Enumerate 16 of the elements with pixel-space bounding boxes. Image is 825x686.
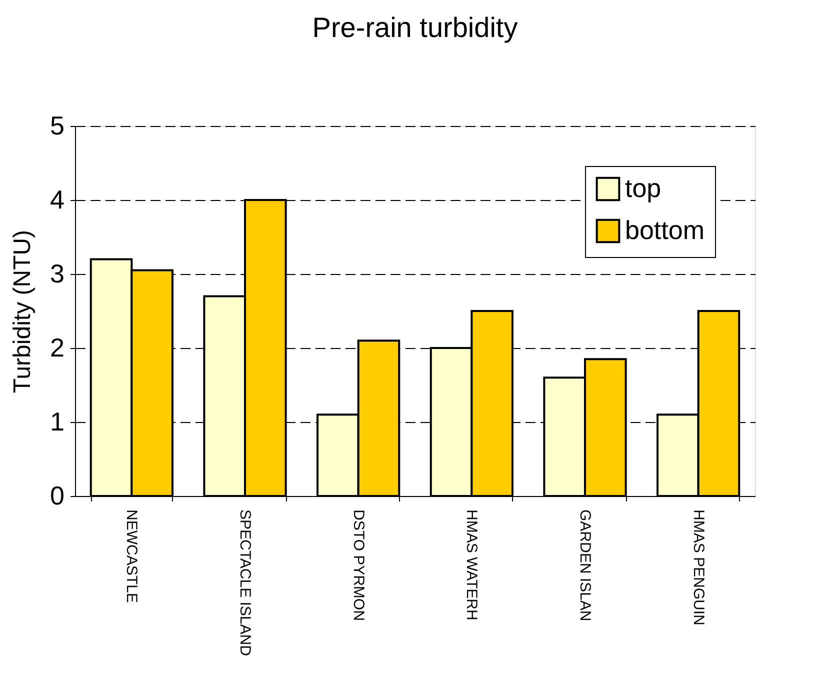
y-tick-label: 2 [50,332,64,362]
y-tick-label: 5 [50,110,64,140]
y-tick-label: 0 [50,480,64,510]
y-tick-label: 1 [50,406,64,436]
chart-title: Pre-rain turbidity [312,12,518,43]
x-tick-label: NEWCASTLE [123,510,140,603]
legend-label: top [625,173,662,203]
x-tick-label: GARDEN ISLAN [576,510,594,622]
x-tick-label: HMAS PENGUIN [690,510,707,626]
y-tick-label: 4 [50,184,64,214]
y-axis-title: Turbidity (NTU) [9,230,36,394]
y-tick-label: 3 [50,258,64,288]
legend-label: bottom [625,215,704,245]
x-tick-label: DSTO PYRMON [350,510,367,621]
x-tick-label: HMAS WATERH [463,510,480,620]
x-tick-label: SPECTACLE ISLAND [236,510,254,656]
